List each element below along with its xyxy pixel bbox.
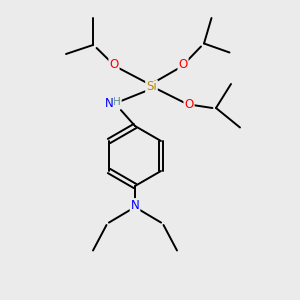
Text: N: N — [104, 97, 113, 110]
Text: O: O — [178, 58, 188, 71]
Text: Si: Si — [146, 80, 157, 94]
Text: H: H — [113, 97, 121, 107]
Text: O: O — [110, 58, 118, 71]
Text: N: N — [130, 199, 140, 212]
Text: O: O — [184, 98, 194, 112]
